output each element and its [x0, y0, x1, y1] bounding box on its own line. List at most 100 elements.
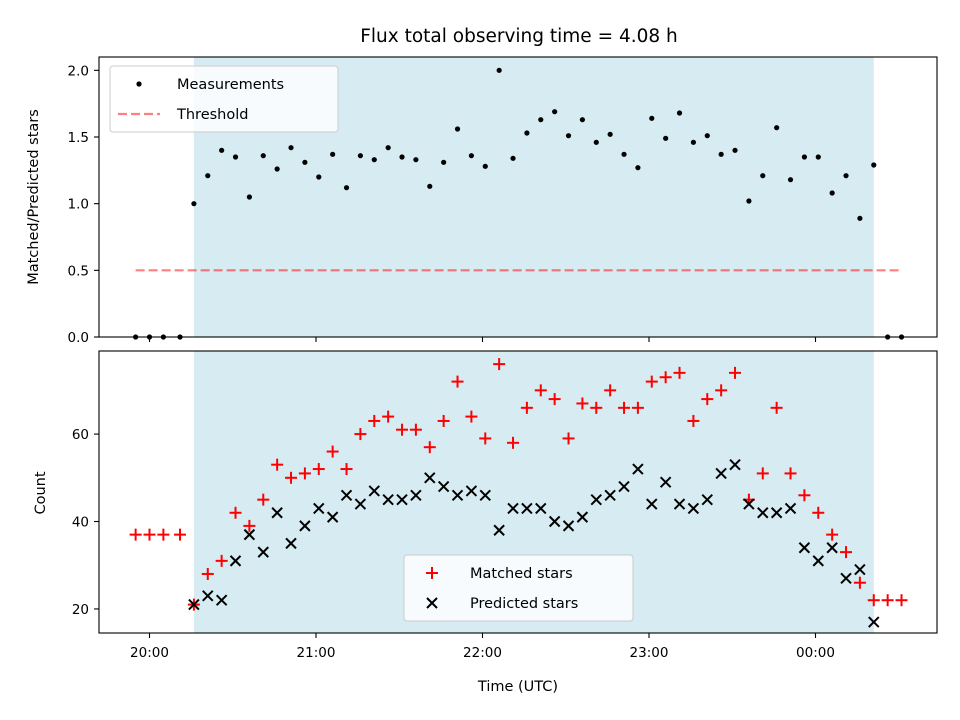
measurement-point: [552, 109, 558, 115]
matched-star-point: [562, 432, 575, 445]
matched-star-point: [548, 393, 561, 406]
matched-star-point: [479, 432, 492, 445]
predicted-star-point: [313, 502, 325, 515]
counts-panel: 20:00 21:00 22:00 23:00 00:00 20 40 60 Count Ti…: [33, 350, 938, 695]
matched-star-point: [271, 458, 284, 471]
matched-stars-legend-label: Matched stars: [470, 566, 573, 582]
matched-star-point: [645, 375, 658, 388]
measurement-point: [482, 163, 488, 169]
predicted-star-point: [562, 520, 575, 532]
predicted-star-point: [548, 515, 561, 528]
predicted-star-point: [770, 507, 783, 519]
matched-star-point: [604, 384, 617, 397]
predicted-star-point: [646, 498, 658, 510]
count-y-tick-label: 40: [72, 515, 89, 531]
measurement-point: [371, 157, 377, 163]
threshold-legend-label: Threshold: [176, 107, 248, 123]
measurement-point: [260, 153, 266, 159]
matched-star-point: [826, 528, 839, 541]
predicted-star-point: [784, 502, 797, 515]
matched-star-point: [590, 401, 603, 414]
measurement-point: [760, 173, 766, 179]
measurement-point: [787, 177, 794, 183]
matched-star-point: [520, 401, 533, 414]
measurement-point: [746, 198, 752, 204]
predicted-star-point: [659, 476, 672, 488]
measurement-point: [801, 154, 808, 160]
matched-star-point: [715, 384, 728, 397]
matched-star-point: [201, 567, 214, 580]
measurement-point: [871, 162, 877, 168]
ratio-y-tick-label: 1.0: [68, 197, 89, 213]
matched-star-point: [129, 528, 142, 541]
matched-star-point: [867, 594, 880, 607]
measurement-point: [274, 166, 280, 172]
measurement-point: [330, 151, 336, 157]
predicted-star-point: [188, 598, 200, 611]
measurement-point: [441, 159, 447, 165]
matched-star-point: [409, 423, 422, 436]
measurement-point: [524, 130, 530, 136]
predicted-star-point: [507, 502, 519, 515]
predicted-star-point: [299, 520, 311, 532]
predicted-star-point: [757, 507, 769, 519]
measurement-point: [690, 139, 697, 145]
matched-star-point: [243, 519, 256, 532]
ratio-panel-frame: [98, 56, 938, 338]
matched-star-point: [770, 401, 783, 414]
measurement-point: [538, 117, 544, 123]
count-y-tick-label: 60: [72, 427, 89, 443]
predicted-star-point: [604, 489, 616, 501]
predicted-star-point: [590, 493, 602, 506]
matched-star-point: [534, 384, 547, 397]
matched-star-point: [382, 410, 395, 423]
predicted-stars-legend-label: Predicted stars: [470, 596, 578, 612]
predicted-star-point: [701, 493, 713, 506]
predicted-star-point: [743, 498, 755, 510]
predicted-star-point: [854, 563, 866, 576]
predicted-star-point: [382, 493, 394, 506]
measurement-point: [219, 147, 225, 153]
measurement-point: [288, 145, 294, 151]
measurement-point: [857, 215, 863, 221]
measurement-point: [302, 159, 308, 165]
matched-star-point: [354, 428, 367, 441]
measurement-point: [205, 173, 211, 179]
matched-star-point: [812, 506, 825, 519]
matched-star-point: [840, 546, 853, 559]
matched-star-point: [701, 393, 714, 406]
measurement-point: [774, 125, 780, 131]
matched-star-point: [784, 467, 797, 480]
predicted-stars-legend-marker: [426, 597, 438, 609]
predicted-star-point: [521, 502, 533, 515]
matched-star-point: [895, 594, 908, 607]
measurement-point: [357, 153, 363, 159]
measurements-legend-marker: [136, 81, 142, 87]
predicted-star-point: [354, 498, 367, 510]
matched-star-point: [215, 554, 228, 567]
predicted-star-point: [285, 537, 297, 550]
measurement-point: [815, 154, 821, 160]
ratio-y-tick-label: 0.5: [68, 263, 89, 279]
ratio-y-tick-label: 0.0: [68, 330, 89, 346]
matched-star-point: [493, 358, 506, 371]
measurement-point: [413, 157, 419, 163]
ratio-legend: Measurements Threshold: [109, 65, 339, 133]
predicted-star-point: [202, 590, 214, 602]
measurement-point: [579, 117, 586, 123]
predicted-star-point: [840, 572, 852, 585]
measurement-point: [468, 153, 474, 159]
measurement-point: [510, 155, 516, 161]
matched-star-point: [396, 423, 409, 436]
ratio-y-tick-label: 1.5: [68, 130, 89, 146]
count-y-tick-label: 20: [72, 602, 89, 618]
measurement-point: [829, 190, 835, 196]
measurement-point: [676, 110, 683, 116]
measurement-point: [343, 185, 350, 191]
predicted-star-point: [437, 480, 450, 493]
counts-panel-frame: [98, 350, 938, 634]
matched-star-point: [298, 467, 311, 480]
matched-star-point: [326, 445, 339, 458]
time-axis-title: Time (UTC): [477, 679, 558, 695]
